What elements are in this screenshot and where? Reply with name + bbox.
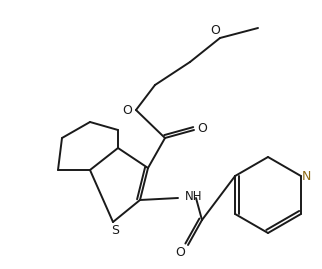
Text: S: S	[111, 225, 119, 238]
Text: O: O	[210, 23, 220, 37]
Text: O: O	[197, 122, 207, 136]
Text: N: N	[302, 169, 312, 182]
Text: O: O	[122, 104, 132, 118]
Text: NH: NH	[185, 189, 203, 203]
Text: O: O	[175, 246, 185, 259]
